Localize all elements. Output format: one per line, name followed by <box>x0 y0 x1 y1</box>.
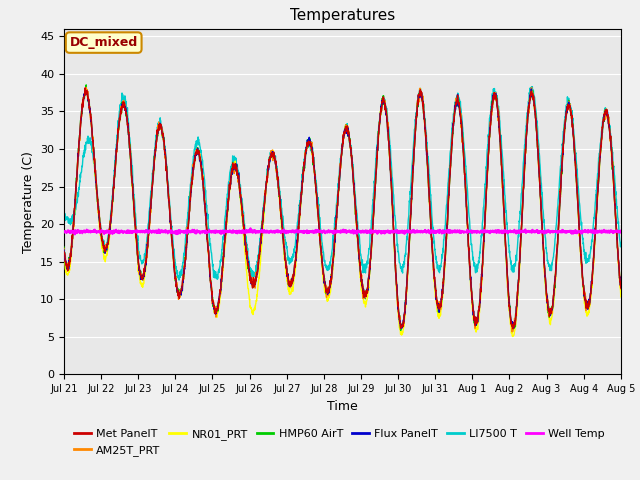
LI7500 T <box>60 211 68 217</box>
LI7500 T <box>584 256 591 262</box>
AM25T_PRT <box>617 286 625 292</box>
Met PanelT <box>617 285 625 291</box>
Flux PanelT <box>568 118 576 124</box>
Legend: Met PanelT, AM25T_PRT, NR01_PRT, HMP60 AirT, Flux PanelT, LI7500 T, Well Temp: Met PanelT, AM25T_PRT, NR01_PRT, HMP60 A… <box>70 425 609 460</box>
LI7500 T <box>359 264 367 269</box>
Met PanelT <box>81 85 89 91</box>
Flux PanelT <box>509 325 517 331</box>
NR01_PRT <box>60 255 68 261</box>
HMP60 AirT <box>60 244 68 250</box>
NR01_PRT <box>509 334 516 339</box>
AM25T_PRT <box>568 122 576 128</box>
LI7500 T <box>216 265 223 271</box>
HMP60 AirT <box>568 118 576 124</box>
AM25T_PRT <box>60 246 68 252</box>
Well Temp <box>246 226 254 231</box>
Well Temp <box>371 228 379 234</box>
Well Temp <box>359 228 367 234</box>
LI7500 T <box>617 240 625 245</box>
Well Temp <box>617 229 625 235</box>
AM25T_PRT <box>508 329 516 335</box>
NR01_PRT <box>371 193 379 199</box>
AM25T_PRT <box>528 84 536 90</box>
Met PanelT <box>584 302 591 308</box>
HMP60 AirT <box>216 295 223 300</box>
NR01_PRT <box>216 301 223 307</box>
HMP60 AirT <box>359 285 367 290</box>
HMP60 AirT <box>83 82 90 88</box>
X-axis label: Time: Time <box>327 400 358 413</box>
Line: AM25T_PRT: AM25T_PRT <box>64 87 621 332</box>
AM25T_PRT <box>216 297 223 303</box>
HMP60 AirT <box>584 301 591 307</box>
Flux PanelT <box>371 196 378 202</box>
Flux PanelT <box>584 299 591 304</box>
NR01_PRT <box>504 296 512 302</box>
Well Temp <box>71 231 79 237</box>
Line: LI7500 T: LI7500 T <box>64 87 621 280</box>
Met PanelT <box>60 249 68 254</box>
LI7500 T <box>568 108 576 113</box>
Well Temp <box>568 230 576 236</box>
Y-axis label: Temperature (C): Temperature (C) <box>22 151 35 252</box>
Flux PanelT <box>527 86 535 92</box>
Met PanelT <box>509 326 516 332</box>
HMP60 AirT <box>371 191 379 196</box>
HMP60 AirT <box>397 327 404 333</box>
Well Temp <box>60 229 68 235</box>
HMP60 AirT <box>617 282 625 288</box>
Well Temp <box>216 229 223 235</box>
AM25T_PRT <box>584 303 591 309</box>
AM25T_PRT <box>371 192 378 198</box>
Well Temp <box>505 228 513 234</box>
Line: HMP60 AirT: HMP60 AirT <box>64 85 621 330</box>
NR01_PRT <box>617 294 625 300</box>
Flux PanelT <box>60 247 68 253</box>
NR01_PRT <box>584 310 591 316</box>
LI7500 T <box>371 174 379 180</box>
Line: Met PanelT: Met PanelT <box>64 88 621 329</box>
LI7500 T <box>175 277 183 283</box>
NR01_PRT <box>82 87 90 93</box>
Flux PanelT <box>358 281 366 287</box>
Met PanelT <box>371 187 379 193</box>
Flux PanelT <box>504 281 512 287</box>
Met PanelT <box>568 118 576 124</box>
Met PanelT <box>504 289 512 295</box>
HMP60 AirT <box>505 295 513 301</box>
Text: DC_mixed: DC_mixed <box>70 36 138 49</box>
Well Temp <box>584 229 591 235</box>
Line: NR01_PRT: NR01_PRT <box>64 90 621 336</box>
Line: Flux PanelT: Flux PanelT <box>64 89 621 328</box>
Flux PanelT <box>216 294 223 300</box>
NR01_PRT <box>568 117 576 123</box>
LI7500 T <box>528 84 536 90</box>
AM25T_PRT <box>358 282 366 288</box>
Met PanelT <box>359 283 367 288</box>
Title: Temperatures: Temperatures <box>290 9 395 24</box>
AM25T_PRT <box>504 285 512 291</box>
Met PanelT <box>216 294 223 300</box>
Line: Well Temp: Well Temp <box>64 228 621 234</box>
Flux PanelT <box>617 284 625 290</box>
NR01_PRT <box>359 294 367 300</box>
LI7500 T <box>504 236 512 241</box>
